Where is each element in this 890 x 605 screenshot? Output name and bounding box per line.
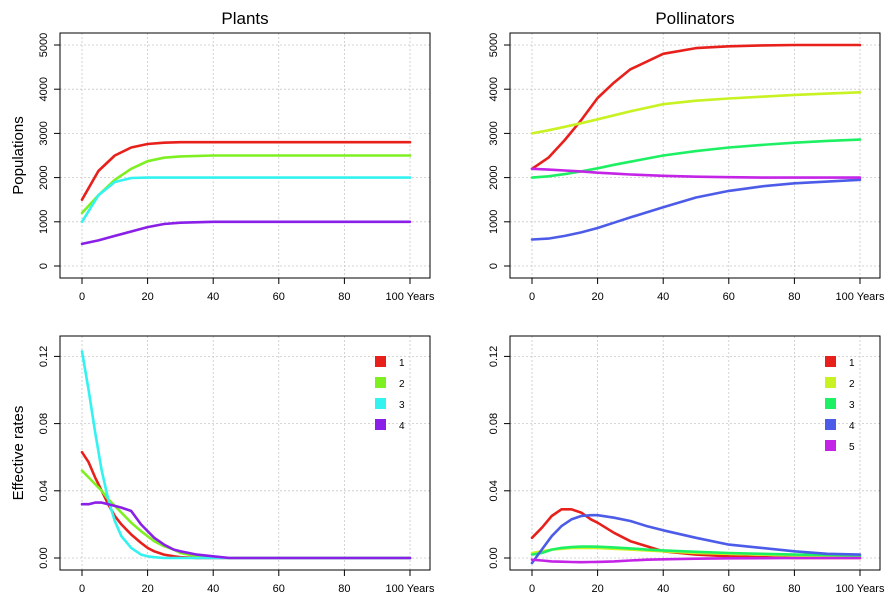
panel-2-xtick-label-0: 0 bbox=[79, 583, 85, 595]
panel-0-series-2 bbox=[80, 154, 412, 215]
panel-3-xtick-label-1: 20 bbox=[591, 583, 603, 595]
panel-2-ytick-label-3: 0.12 bbox=[38, 346, 50, 367]
pollinators-effective-rates-panel: 0 20 40 60 80 100 Years 0.00 0.04 0.08 0.12 1 2 3 4 5 bbox=[488, 335, 885, 595]
panel-0-xtick-label-4: 80 bbox=[338, 291, 350, 303]
panel-0-series-1 bbox=[80, 140, 412, 201]
panel-1-xtick-label-3: 60 bbox=[723, 291, 735, 303]
panel-3-legend-label-5: 5 bbox=[849, 442, 855, 453]
panel-3-series-4 bbox=[530, 513, 862, 565]
panel-3-legend-label-2: 2 bbox=[849, 379, 855, 390]
panel-1-series-3 bbox=[530, 138, 862, 179]
panel-1-xtick-label-0: 0 bbox=[529, 291, 535, 303]
panel-1-xtick-label-1: 20 bbox=[591, 291, 603, 303]
panel-1-frame bbox=[509, 32, 881, 279]
panel-0-xtick-label-5: 100 Years bbox=[386, 291, 435, 303]
panel-1-xtick-label-5: 100 Years bbox=[836, 291, 885, 303]
panel-0-xtick-label-2: 40 bbox=[207, 291, 219, 303]
plants-populations-panel: 0 20 40 60 80 100 Years 0 1000 2000 3000 4000 5000 P… bbox=[10, 9, 435, 303]
panel-3-legend-swatch-2 bbox=[825, 377, 836, 388]
pollinators-populations-panel: 0 20 40 60 80 100 Years 0 1000 2000 3000 4000 5000 P… bbox=[488, 9, 885, 303]
panel-2-legend-label-3: 3 bbox=[399, 400, 405, 411]
panel-0-xtick-label-3: 60 bbox=[273, 291, 285, 303]
panel-3-xtick-label-4: 80 bbox=[788, 583, 800, 595]
panel-3-legend-swatch-1 bbox=[825, 356, 836, 367]
panel-0-xtick-label-0: 0 bbox=[79, 291, 85, 303]
panel-3-xtick-label-2: 40 bbox=[657, 583, 669, 595]
panel-0-ytick-label-1: 1000 bbox=[38, 210, 50, 234]
panel-3-legend-swatch-5 bbox=[825, 440, 836, 451]
panel-1-title: Pollinators bbox=[655, 9, 734, 28]
panel-0-title: Plants bbox=[221, 9, 268, 28]
panel-0-ytick-label-4: 4000 bbox=[38, 77, 50, 101]
panel-3-series-5 bbox=[530, 556, 862, 564]
panel-1-xtick-label-4: 80 bbox=[788, 291, 800, 303]
panel-0-series-4 bbox=[80, 220, 412, 246]
panel-3-legend-label-3: 3 bbox=[849, 400, 855, 411]
panel-1-series-2 bbox=[530, 91, 862, 135]
panel-3-legend-swatch-4 bbox=[825, 419, 836, 430]
panel-3-series-3 bbox=[530, 545, 862, 557]
panel-2-legend-swatch-1 bbox=[375, 356, 386, 367]
panel-0-series-3 bbox=[80, 176, 412, 224]
panel-3-ytick-label-3: 0.12 bbox=[488, 346, 500, 367]
panel-3-xtick-label-3: 60 bbox=[723, 583, 735, 595]
panel-2-legend-swatch-2 bbox=[375, 377, 386, 388]
panel-2-ytick-label-1: 0.04 bbox=[38, 480, 50, 501]
panel-2-legend-label-1: 1 bbox=[399, 358, 405, 369]
panel-2-xtick-label-2: 40 bbox=[207, 583, 219, 595]
panel-1-xtick-label-2: 40 bbox=[657, 291, 669, 303]
panel-0-ylabel: Populations bbox=[10, 116, 27, 194]
panel-2-legend-swatch-3 bbox=[375, 398, 386, 409]
panel-1-ytick-label-5: 5000 bbox=[488, 33, 500, 57]
panel-2-series-1 bbox=[80, 450, 412, 560]
panel-0-frame bbox=[59, 32, 431, 279]
panel-2-xtick-label-1: 20 bbox=[141, 583, 153, 595]
panel-0-ytick-label-2: 2000 bbox=[38, 165, 50, 189]
panel-0-ytick-label-0: 0 bbox=[38, 263, 50, 269]
panel-2-ytick-label-2: 0.08 bbox=[38, 413, 50, 434]
plants-effective-rates-panel: 0 20 40 60 80 100 Years 0.00 0.04 0.08 0.12 Effect… bbox=[10, 335, 435, 595]
panel-2-series-4 bbox=[80, 501, 412, 560]
panel-1-ytick-label-2: 2000 bbox=[488, 165, 500, 189]
panel-1-ytick-label-0: 0 bbox=[488, 263, 500, 269]
panel-0-ytick-label-5: 5000 bbox=[38, 33, 50, 57]
panel-1-series-4 bbox=[530, 178, 862, 241]
panel-3-xtick-label-5: 100 Years bbox=[836, 583, 885, 595]
panel-3-legend-swatch-3 bbox=[825, 398, 836, 409]
panel-0-xtick-label-1: 20 bbox=[141, 291, 153, 303]
panel-3-ytick-label-1: 0.04 bbox=[488, 480, 500, 501]
panel-2-frame bbox=[59, 335, 431, 571]
panel-1-ytick-label-3: 3000 bbox=[488, 121, 500, 145]
panel-2-ytick-label-0: 0.00 bbox=[38, 547, 50, 568]
panel-3-ytick-label-0: 0.00 bbox=[488, 547, 500, 568]
panel-2-ylabel: Effective rates bbox=[10, 406, 27, 501]
panel-1-series-5 bbox=[530, 167, 862, 179]
panel-2-legend-swatch-4 bbox=[375, 419, 386, 430]
panel-2-legend-label-2: 2 bbox=[399, 379, 405, 390]
panel-3-legend-label-1: 1 bbox=[849, 358, 855, 369]
panel-1-ytick-label-1: 1000 bbox=[488, 210, 500, 234]
panel-1-ytick-label-4: 4000 bbox=[488, 77, 500, 101]
panel-2-legend-label-4: 4 bbox=[399, 421, 405, 432]
panel-2-xtick-label-5: 100 Years bbox=[386, 583, 435, 595]
panel-2-series-2 bbox=[80, 469, 412, 560]
panel-3-frame bbox=[509, 335, 881, 571]
panel-2-series-3 bbox=[80, 350, 412, 560]
panel-2-xtick-label-4: 80 bbox=[338, 583, 350, 595]
panel-1-series-1 bbox=[530, 43, 862, 171]
panel-3-xtick-label-0: 0 bbox=[529, 583, 535, 595]
panel-3-legend-label-4: 4 bbox=[849, 421, 855, 432]
panel-0-ytick-label-3: 3000 bbox=[38, 121, 50, 145]
panel-3-ytick-label-2: 0.08 bbox=[488, 413, 500, 434]
panel-2-xtick-label-3: 60 bbox=[273, 583, 285, 595]
